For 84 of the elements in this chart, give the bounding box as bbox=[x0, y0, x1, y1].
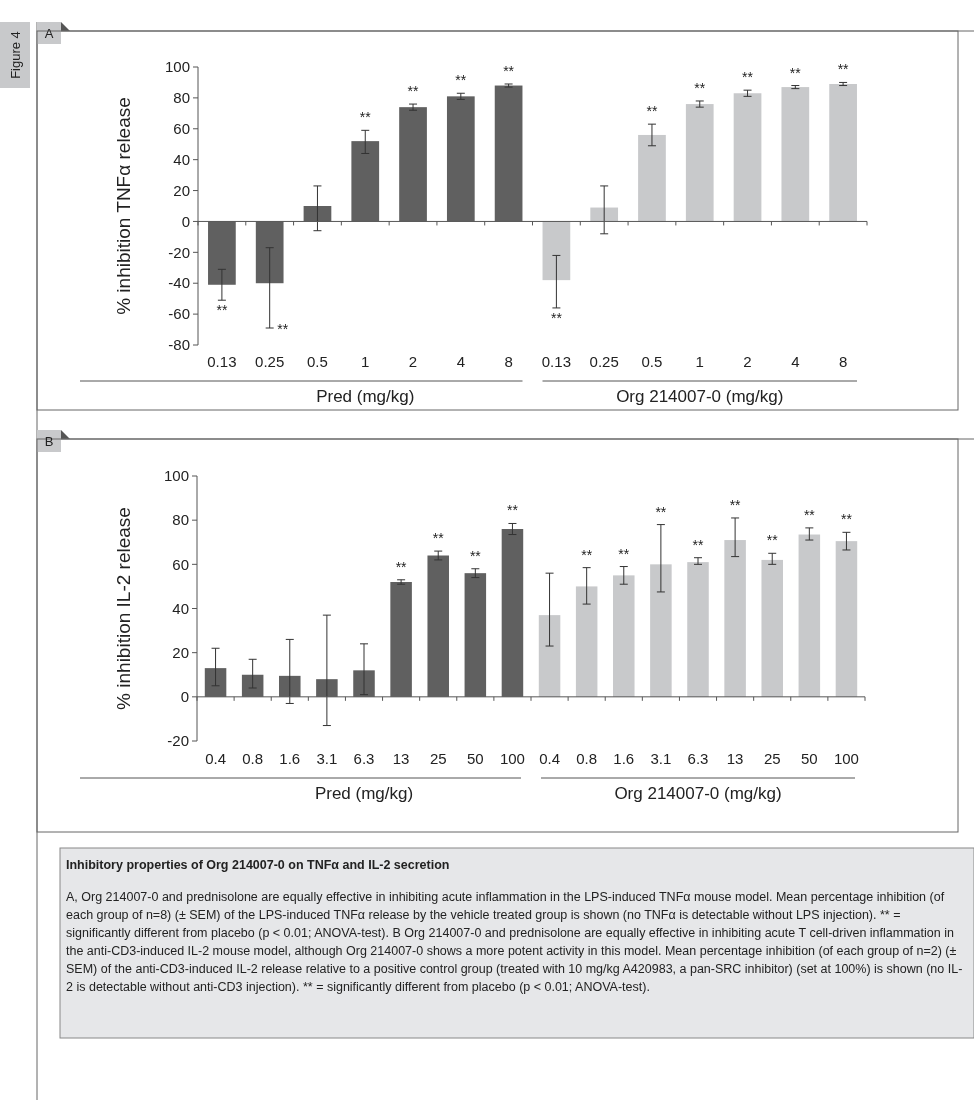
y-tick-label: 40 bbox=[173, 150, 190, 168]
x-tick-label: 13 bbox=[392, 750, 410, 767]
x-tick-label: 2 bbox=[743, 353, 752, 370]
x-tick-label: 25 bbox=[429, 750, 447, 767]
x-tick-label: 0.4 bbox=[205, 750, 226, 767]
data-label: ** bbox=[407, 83, 420, 100]
caption: Figure 4 bbox=[8, 31, 23, 79]
y-tick-label: -40 bbox=[168, 274, 190, 292]
data-label: ** bbox=[469, 547, 482, 564]
y-tick-label: -60 bbox=[168, 305, 190, 323]
data-label: ** bbox=[432, 530, 445, 547]
y-tick-label: 0 bbox=[180, 688, 189, 706]
y-tick-label: 80 bbox=[173, 89, 190, 107]
data-label: ** bbox=[742, 69, 754, 86]
y-tick-label: -20 bbox=[168, 243, 190, 261]
x-tick-label: 100 bbox=[833, 750, 859, 767]
data-label: ** bbox=[395, 558, 408, 575]
x-tick-label: 50 bbox=[466, 750, 484, 767]
data-label: ** bbox=[503, 62, 515, 79]
x-tick-label: 4 bbox=[791, 353, 800, 370]
y-tick-label: 20 bbox=[173, 181, 190, 199]
x-tick-label: 1 bbox=[361, 353, 370, 370]
x-tick-label: 0.8 bbox=[576, 750, 598, 767]
text: Org 214007-0 (mg/kg) bbox=[616, 387, 784, 406]
data-label: ** bbox=[766, 532, 779, 549]
x-tick-label: 0.25 bbox=[255, 353, 285, 370]
y-tick-label: 60 bbox=[172, 555, 189, 573]
data-label: ** bbox=[837, 61, 850, 78]
data-label: ** bbox=[789, 64, 802, 81]
data-label: ** bbox=[581, 546, 593, 563]
x-tick-label: 25 bbox=[763, 750, 781, 767]
y-tick-label: -80 bbox=[168, 336, 190, 354]
x-tick-label: 100 bbox=[499, 750, 525, 767]
x-tick-label: 0.5 bbox=[641, 353, 663, 370]
x-tick-label: 8 bbox=[504, 353, 513, 370]
x-tick-label: 0.13 bbox=[207, 353, 237, 370]
y-tick-label: 20 bbox=[172, 643, 189, 661]
data-label: ** bbox=[692, 536, 704, 553]
x-tick-label: 0.13 bbox=[541, 353, 571, 370]
y-tick-label: 40 bbox=[172, 599, 189, 617]
data-label: ** bbox=[216, 302, 228, 319]
y-axis-title: % inhibition IL-2 release bbox=[113, 507, 134, 710]
y-tick-label: 60 bbox=[173, 120, 190, 138]
data-label: ** bbox=[840, 511, 853, 528]
data-label: ** bbox=[455, 72, 467, 89]
x-tick-label: 0.4 bbox=[539, 750, 560, 767]
y-tick-label: 100 bbox=[164, 58, 190, 76]
x-tick-label: 3.1 bbox=[650, 750, 672, 767]
data-label: ** bbox=[655, 503, 667, 520]
data-label: ** bbox=[729, 496, 742, 513]
data-label: ** bbox=[277, 321, 289, 338]
x-tick-label: 6.3 bbox=[353, 750, 375, 767]
x-tick-label: 0.8 bbox=[242, 750, 264, 767]
text: Pred (mg/kg) bbox=[316, 387, 415, 406]
x-tick-label: 0.25 bbox=[589, 353, 619, 370]
x-tick-label: 13 bbox=[726, 750, 744, 767]
text: A, Org 214007-0 and prednisolone are equally effective in inhibiting acute inflammation in the LPS-induced TNFα mouse model. Mean percentage inhibition (of each group of n=8) (± SEM) of the LPS-induced TNFα release by the vehicle treated group is shown (no TNFα is detectable without LPS injection). ** = significantly different from placebo (p < 0.01; ANOVA-test). B Org 214007-0 and prednisolone are equally effective in inhibiting acute T cell-driven inflammation in the anti-CD3-induced IL-2 mouse model, although Org 214007-0 shows a more potent activity in this model. Mean percentage inhibition (of each group of n=2) (± SEM) of the anti-CD3-induced IL-2 release relative to a positive control group (treated with 10 mg/kg A420983, a pan-SRC inhibitor) (set at 100%) is shown (no IL-2 is detectable without anti-CD3 injection). ** = significantly different from placebo (p < 0.01; ANOVA-test). bbox=[66, 889, 964, 996]
y-tick-label: 80 bbox=[172, 511, 189, 529]
text: A bbox=[44, 26, 54, 41]
data-label: ** bbox=[618, 545, 630, 562]
y-tick-label: 100 bbox=[163, 467, 189, 485]
text: Org 214007-0 (mg/kg) bbox=[614, 784, 782, 803]
x-tick-label: 2 bbox=[408, 353, 418, 370]
x-tick-label: 1 bbox=[695, 353, 704, 370]
data-label: ** bbox=[506, 502, 519, 519]
y-tick-label: -20 bbox=[167, 732, 189, 750]
x-tick-label: 3.1 bbox=[316, 750, 338, 767]
x-tick-label: 0.5 bbox=[307, 353, 328, 370]
text: Pred (mg/kg) bbox=[314, 784, 414, 803]
x-tick-label: 6.3 bbox=[687, 750, 709, 767]
data-label: ** bbox=[803, 506, 816, 523]
data-label: ** bbox=[646, 103, 658, 120]
x-tick-label: 50 bbox=[800, 750, 818, 767]
text: Inhibitory properties of Org 214007-0 on TNFα and IL-2 secretion bbox=[66, 857, 451, 874]
x-tick-label: 1.6 bbox=[279, 750, 301, 767]
y-axis-title: % inhibition TNFα release bbox=[113, 97, 134, 315]
y-tick-label: 0 bbox=[181, 212, 190, 230]
data-label: ** bbox=[359, 109, 372, 126]
x-tick-label: 4 bbox=[456, 353, 465, 370]
data-label: ** bbox=[550, 309, 563, 326]
text: B bbox=[44, 434, 54, 449]
data-label: ** bbox=[694, 79, 706, 96]
x-tick-label: 8 bbox=[838, 353, 848, 370]
x-tick-label: 1.6 bbox=[613, 750, 635, 767]
